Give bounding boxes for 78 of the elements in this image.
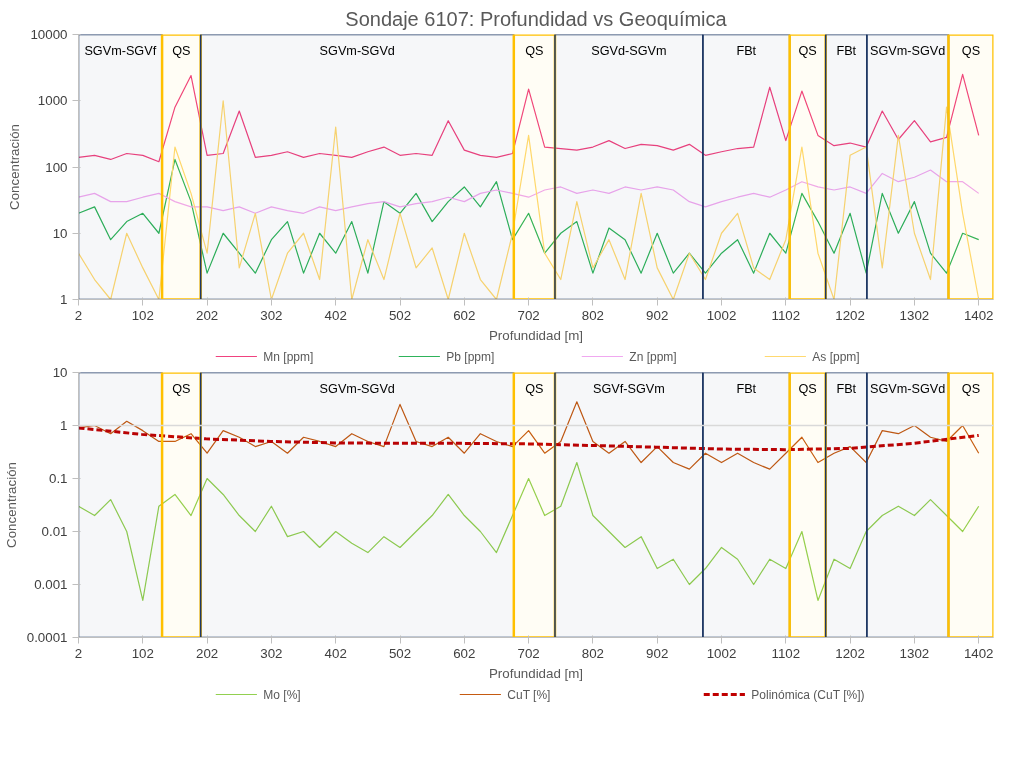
x-tick-label: 1102 [771, 645, 801, 661]
x-tick-label: 502 [388, 645, 412, 661]
x-tick-label: 1402 [963, 645, 994, 661]
y-tick-label: 1 [60, 418, 68, 433]
x-tick-label: 102 [131, 645, 154, 661]
legend-label: Zn [ppm] [629, 349, 677, 364]
x-tick-label: 202 [195, 307, 219, 323]
x-tick-label: 902 [646, 645, 669, 661]
band-label: QS [525, 43, 544, 58]
y-axis-title: Concentración [3, 462, 19, 548]
y-tick-label: 100 [45, 159, 68, 175]
y-tick-label: 0.1 [48, 471, 68, 486]
band-label: QS [172, 43, 191, 58]
x-tick-label: 1402 [963, 307, 994, 323]
x-tick-label: 1202 [835, 307, 865, 323]
band-label: SGVd-SGVm [591, 43, 667, 58]
x-tick-label: 1002 [706, 645, 737, 661]
x-tick-label: 2 [74, 645, 83, 661]
x-tick-label: 802 [581, 645, 605, 661]
band-label: QS [798, 43, 817, 58]
y-tick-label: 1000 [37, 93, 68, 109]
y-tick-label: 0.001 [34, 577, 68, 592]
x-tick-label: 902 [646, 307, 669, 323]
x-tick-label: 802 [581, 307, 605, 323]
band-label: QS [172, 381, 191, 396]
x-tick-label: 1202 [835, 645, 865, 661]
band-label: FBt [836, 381, 857, 396]
y-tick-label: 0.0001 [26, 630, 68, 645]
y-tick-label: 10000 [30, 27, 68, 42]
band-label: SGVm-SGVd [870, 43, 946, 58]
band-label: SGVm-SGVd [319, 43, 395, 58]
band-label: SGVm-SGVf [84, 43, 157, 58]
x-axis-title: Profundidad [m] [488, 665, 584, 681]
y-tick-label: 1 [60, 292, 68, 307]
x-tick-label: 1302 [899, 645, 930, 661]
legend-label: Mo [%] [263, 687, 301, 702]
x-tick-label: 102 [131, 307, 154, 323]
x-tick-label: 602 [453, 645, 476, 661]
line-series [78, 461, 980, 602]
line-series [78, 426, 981, 452]
legend-label: Pb [ppm] [446, 349, 495, 364]
band-label: FBt [736, 43, 757, 58]
x-tick-label: 402 [324, 307, 347, 323]
y-tick-label: 10 [52, 365, 68, 380]
y-tick-label: 10 [52, 225, 68, 241]
band-label: FBt [736, 381, 757, 396]
line-series [78, 100, 980, 300]
x-tick-label: 1002 [706, 307, 737, 323]
x-tick-label: 402 [324, 645, 347, 661]
x-tick-label: 2 [74, 307, 83, 323]
legend-label: Mn [ppm] [263, 349, 314, 364]
band-label: SGVm-SGVd [319, 381, 395, 396]
band-label: QS [961, 43, 981, 58]
x-tick-label: 602 [453, 307, 476, 323]
band-label: SGVf-SGVm [593, 381, 665, 396]
y-tick-label: 0.01 [41, 524, 68, 539]
band-label: FBt [836, 43, 857, 58]
line-series [78, 169, 980, 214]
x-tick-label: 702 [517, 645, 540, 661]
x-tick-label: 302 [260, 307, 283, 323]
x-tick-label: 302 [260, 645, 283, 661]
x-tick-label: 702 [517, 307, 540, 323]
band-label: QS [961, 381, 981, 396]
y-axis-title: Concentración [7, 124, 23, 210]
legend-label: As [ppm] [812, 349, 860, 364]
line-series [78, 73, 980, 163]
line-series [78, 158, 980, 274]
x-tick-label: 502 [388, 307, 412, 323]
chart-title: Sondaje 6107: Profundidad vs Geoquímica [345, 7, 728, 30]
x-tick-label: 202 [195, 645, 219, 661]
band-label: QS [798, 381, 817, 396]
band-label: QS [525, 381, 544, 396]
legend-label: Polinómica (CuT [%]) [751, 687, 865, 702]
x-tick-label: 1302 [899, 307, 930, 323]
legend-label: CuT [%] [507, 687, 551, 702]
band-label: SGVm-SGVd [870, 381, 946, 396]
x-axis-title: Profundidad [m] [488, 327, 584, 343]
x-tick-label: 1102 [771, 307, 801, 323]
